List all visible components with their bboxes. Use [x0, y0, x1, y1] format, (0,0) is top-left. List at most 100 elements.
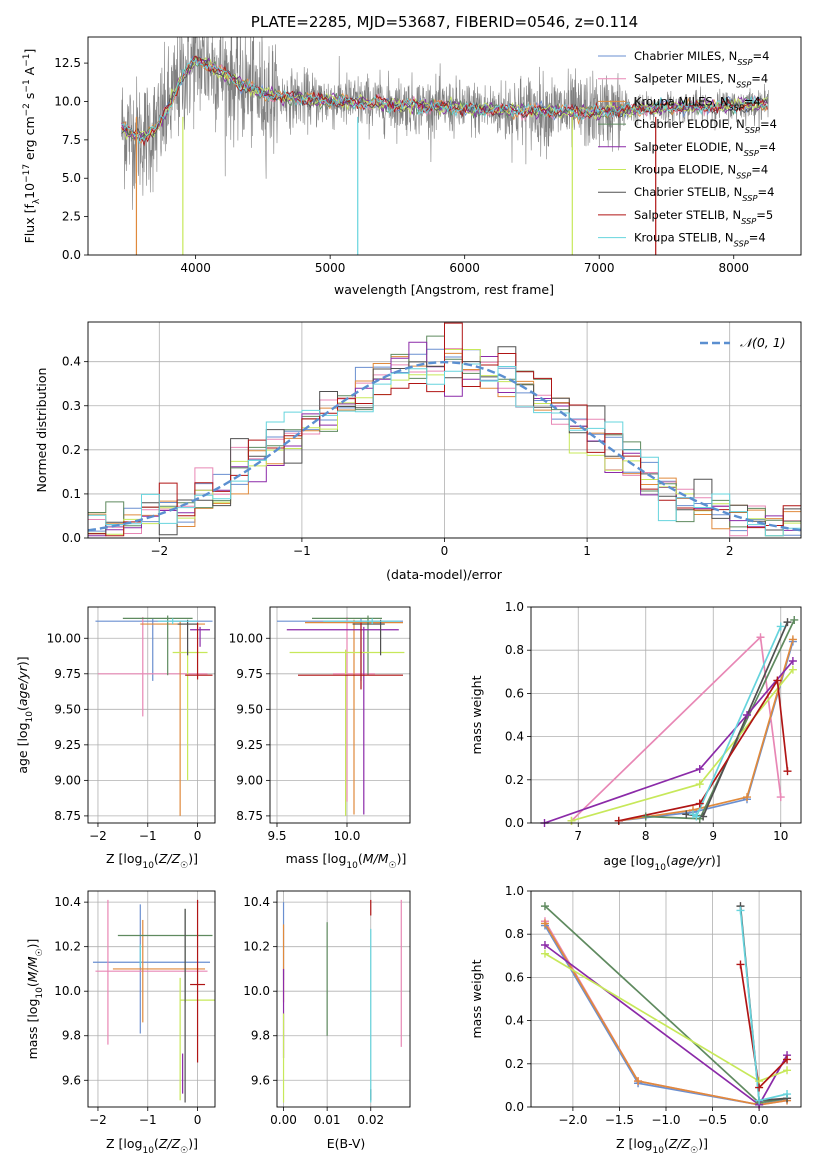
residuals-frame	[87, 321, 802, 539]
spectrum-model-line	[121, 54, 768, 139]
spectrum-legend-label: Chabrier MILES, NSSP=4	[634, 49, 769, 67]
spectrum-legend-label: Salpeter STELIB, NSSP=5	[634, 208, 773, 226]
spectrum-legend-label-part: SSP	[744, 148, 759, 158]
mass-vs-EBV-xlabel: E(B-V)	[327, 1136, 366, 1151]
spectrum-xtick-label: 7000	[584, 261, 615, 275]
mass-weight-Z-ylabel: mass weight	[469, 959, 484, 1038]
mass_vs_Z-ytick-label: 10.2	[54, 940, 81, 954]
mass_vs_EBV-ytick-label: 10.0	[243, 984, 270, 998]
spectrum-legend-label: Chabrier ELODIE, NSSP=4	[634, 117, 777, 135]
spectrum-xtick-label: 6000	[449, 261, 480, 275]
spectrum-legend-label-part: =4	[751, 72, 768, 86]
mass_weight_vs_Z-point-marker	[540, 902, 549, 911]
spectrum-ylabel-part: s	[22, 93, 37, 104]
mass_weight_vs_age-xtick-label: 10	[773, 829, 788, 843]
spectrum-ylabel-part: −1	[22, 54, 32, 67]
mass-weight-Z-xlabel-part: )]	[698, 1136, 708, 1151]
age-vs-Z-ylabel-part: age [log	[15, 722, 30, 773]
residual-ylabel: Normed distribution	[34, 368, 49, 493]
mass_weight_vs_Z-ytick-label: 0.0	[505, 1100, 524, 1114]
residual-legend-label: 𝒩(0, 1)	[740, 335, 786, 350]
mass-vs-Z-xlabel-part: Z [log	[106, 1136, 142, 1151]
mass_weight_vs_age-series-line	[544, 660, 794, 823]
mass_weight_vs_age-point-marker	[692, 812, 701, 821]
mass-vs-Z-ylabel-part: 10	[35, 987, 45, 999]
spectrum-legend-label-part: Kroupa STELIB, N	[634, 231, 734, 245]
mass-vs-Z-xlabel-part: ☉	[180, 1146, 188, 1156]
spectrum-legend-label: Kroupa STELIB, NSSP=4	[634, 231, 766, 249]
spectrum-legend-label-part: =4	[751, 163, 768, 177]
mass-vs-Z-xlabel-part: )]	[188, 1136, 198, 1151]
mass-weight-Z-xlabel-part: (	[664, 1136, 669, 1151]
spectrum-legend-label-part: Kroupa MILES, N	[634, 94, 729, 108]
mass_weight_vs_age-point-marker	[743, 793, 751, 802]
residuals-ytick-label: 0.3	[62, 399, 81, 413]
mass_weight_vs_age-xtick-label: 8	[642, 829, 650, 843]
mass_weight_vs_Z-point-marker	[783, 1066, 792, 1075]
spectrum-ylabel-part: 10	[22, 183, 37, 199]
mass_weight_vs_age-xtick-label: 7	[574, 829, 582, 843]
age_vs_mass-ytick-label: 9.50	[236, 702, 263, 716]
mass_weight_vs_age-frame	[530, 606, 802, 824]
mass_weight_vs_age-point-marker	[641, 812, 650, 821]
mass_weight_vs_age-point-marker	[695, 780, 704, 789]
figure-title: PLATE=2285, MJD=53687, FIBERID=0546, z=0…	[250, 13, 639, 31]
spectrum-axes: 4000 5000 6000 7000 8000 0.0 2.5 5.0 7.5 10.0 12.5	[54, 36, 802, 275]
mass_weight_vs_Z-point-marker	[755, 1083, 764, 1092]
mass_weight_vs_Z-xtick-label: 0.0	[750, 1113, 769, 1127]
residuals-ytick-label: 0.0	[62, 531, 81, 545]
age-vs-mass-xlabel-part: M/M	[363, 851, 389, 866]
mass_vs_Z-xtick-label: −2	[89, 1113, 107, 1127]
age_vs_mass-plot-area	[270, 607, 410, 823]
mass_weight_vs_Z-point-marker	[540, 919, 549, 928]
mass_weight_vs_age-ytick-label: 1.0	[505, 600, 524, 614]
spectrum-xtick-label: 8000	[718, 261, 749, 275]
mass-vs-Z-xlabel-part: 10	[142, 1146, 154, 1156]
mass_vs_Z-ytick-label: 9.6	[62, 1073, 81, 1087]
age-vs-Z-ylabel-part: 10	[25, 711, 35, 723]
spectrum-legend-label: Salpeter ELODIE, NSSP=4	[634, 140, 776, 158]
mass_weight_vs_age-ytick-label: 0.2	[505, 773, 524, 787]
mass-vs-Z-ylabel-part: M/M	[25, 956, 40, 982]
age_vs_Z-axes: −2 −1 0 8.75 9.00 9.25 9.50 9.75 10.00	[47, 606, 216, 843]
age-vs-Z-xlabel-part: )]	[188, 851, 198, 866]
mass_weight_vs_age-ytick-label: 0.8	[505, 643, 524, 657]
residuals-ytick-label: 0.2	[62, 443, 81, 457]
mass_weight_vs_Z-ytick-label: 1.0	[505, 884, 524, 898]
mass-vs-Z-xlabel-part: Z/Z	[158, 1136, 181, 1151]
mass_weight_vs_Z-plot-area	[531, 891, 801, 1107]
mass_vs_Z-frame	[87, 890, 216, 1108]
mass_weight_vs_age-ytick-label: 0.6	[505, 686, 524, 700]
mass_weight_vs_age-series-line	[618, 639, 794, 822]
spectrum-legend-label-part: SSP	[741, 216, 756, 226]
age-vs-Z-xlabel-part: Z/Z	[158, 851, 181, 866]
residuals-xtick-label: 0	[441, 544, 449, 558]
spectrum-plot-area	[121, 37, 769, 255]
age-vs-Z-xlabel-part: (	[154, 851, 159, 866]
mass_weight_vs_age-point-marker	[783, 767, 792, 776]
spectrum-ylabel-part: ]	[22, 49, 37, 54]
spectrum-ylabel-part: Flux [f	[22, 204, 37, 244]
mass_weight_vs_Z-ytick-label: 0.2	[505, 1057, 524, 1071]
mass_weight_vs_Z-xtick-label: −1.0	[651, 1113, 680, 1127]
mass_vs_EBV-ytick-label: 9.8	[251, 1029, 270, 1043]
age-vs-Z-ylabel: age [log10(age/yr)]	[15, 656, 35, 773]
mass_weight_vs_Z-point-marker	[783, 1090, 792, 1099]
spectrum-legend-label-part: SSP	[734, 239, 749, 249]
mass_weight_vs_age-xtick-label: 9	[709, 829, 717, 843]
mass-weight-Z-xlabel: Z [log10(Z/Z☉)]	[616, 1136, 708, 1156]
age-vs-mass-xlabel: mass [log10(M/M☉)]	[286, 851, 407, 871]
age_vs_mass-xtick-label: 10.0	[334, 829, 361, 843]
mass-vs-Z-xlabel: Z [log10(Z/Z☉)]	[106, 1136, 198, 1156]
mass-vs-Z-ylabel-part: (	[25, 982, 40, 987]
residual-xlabel: (data-model)/error	[386, 567, 503, 582]
mass_weight_vs_Z-point-marker	[736, 906, 745, 915]
mass_weight_vs_Z-xtick-label: −1.5	[605, 1113, 634, 1127]
age_vs_Z-xtick-label: −1	[139, 829, 157, 843]
residual-legend-label-part: 𝒩(0, 1)	[740, 335, 786, 350]
spectrum-ylabel-part: A	[22, 66, 37, 79]
mass_weight_vs_age-point-marker	[743, 711, 751, 719]
spectrum-ytick-label: 10.0	[54, 94, 81, 108]
normal-curve	[88, 360, 801, 532]
age_vs_Z-frame	[87, 606, 216, 824]
